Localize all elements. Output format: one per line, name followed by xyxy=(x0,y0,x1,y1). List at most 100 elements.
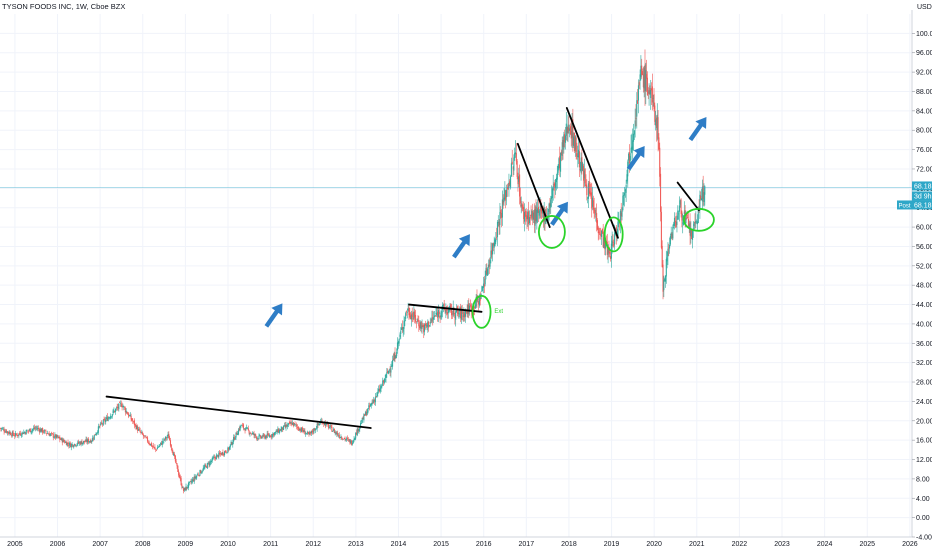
candle-body xyxy=(464,309,467,317)
post-value: 68.18 xyxy=(914,202,932,209)
candle-body xyxy=(295,424,297,426)
candle-body xyxy=(45,430,47,433)
candle-body xyxy=(518,176,520,182)
candle-body xyxy=(139,430,141,433)
candle-body xyxy=(237,433,239,436)
candle-body xyxy=(499,212,501,226)
candle-body xyxy=(677,210,679,220)
candle-body xyxy=(454,315,456,319)
candle-body xyxy=(225,451,227,453)
candle-body xyxy=(443,303,445,310)
candle-body xyxy=(460,306,462,319)
candle-body xyxy=(282,427,284,430)
candle-body xyxy=(363,414,365,421)
candle-body xyxy=(311,430,313,433)
candle-body xyxy=(145,436,147,438)
candle-body xyxy=(101,422,103,424)
candle-body xyxy=(604,236,606,250)
candle-body xyxy=(380,386,382,389)
x-tick-label: 2024 xyxy=(817,541,833,548)
candle-body xyxy=(40,428,42,432)
candle-body xyxy=(620,212,622,217)
candle-body xyxy=(96,432,98,435)
candle-body xyxy=(199,470,201,476)
arrow-head xyxy=(271,303,283,316)
candle-body xyxy=(314,428,316,431)
candle-body xyxy=(151,446,153,447)
candle-body xyxy=(13,435,15,436)
candle-body xyxy=(260,436,262,439)
candle-body xyxy=(243,428,245,430)
candle-body xyxy=(206,463,208,469)
candle-body xyxy=(305,433,307,435)
candle-body xyxy=(394,352,396,360)
candle-body xyxy=(704,186,706,195)
candle-body xyxy=(66,442,68,446)
candle-body xyxy=(329,425,331,427)
candle-body xyxy=(637,85,639,101)
candle-body xyxy=(696,221,698,223)
candle-body xyxy=(135,424,137,430)
candle-body xyxy=(660,211,662,248)
y-tick-label: 12.00 xyxy=(916,457,932,464)
candle-body xyxy=(469,305,471,312)
candle-body xyxy=(368,405,370,408)
candle-body xyxy=(387,370,389,373)
candle-body xyxy=(26,430,28,432)
candle-body xyxy=(281,426,283,430)
candle-body xyxy=(575,137,577,152)
candle-body xyxy=(528,217,530,224)
y-tick-label: 72.00 xyxy=(916,166,932,173)
candle-body xyxy=(535,206,537,221)
candle-body xyxy=(527,212,529,220)
candle-body xyxy=(185,486,187,491)
candle-body xyxy=(519,197,521,204)
candle-body xyxy=(594,209,596,214)
candle-body xyxy=(30,431,32,433)
candle-body xyxy=(271,434,273,438)
candle-body xyxy=(514,152,516,159)
candle-body xyxy=(648,90,650,95)
candle-body xyxy=(405,313,407,319)
candle-body xyxy=(118,403,120,410)
x-tick-label: 2026 xyxy=(902,541,918,548)
candle-body xyxy=(123,405,125,408)
highlight-circle xyxy=(603,216,624,253)
candle-body xyxy=(362,417,364,420)
candle-body xyxy=(155,448,157,450)
y-tick-label: 16.00 xyxy=(916,438,932,445)
candle-body xyxy=(470,304,472,312)
candle-body xyxy=(552,186,554,191)
candle-body xyxy=(662,264,664,292)
candle-body xyxy=(22,432,24,435)
candle-body xyxy=(360,423,362,424)
candle-body xyxy=(444,309,446,312)
candle-body xyxy=(663,280,665,291)
candle-body xyxy=(112,410,114,414)
candle-body xyxy=(403,320,405,329)
candle-body xyxy=(683,211,685,214)
candle-body xyxy=(423,325,425,333)
candle-body xyxy=(16,434,18,436)
candle-body xyxy=(675,221,677,227)
candle-body xyxy=(335,432,337,434)
candle-body xyxy=(336,432,338,435)
candle-body xyxy=(700,198,703,201)
candle-body xyxy=(15,433,17,436)
candle-body xyxy=(360,422,362,428)
candle-body xyxy=(342,439,344,440)
y-tick-label: 96.00 xyxy=(916,50,932,57)
candle-body xyxy=(494,239,496,246)
candle-body xyxy=(517,176,519,185)
candle-body xyxy=(147,442,149,444)
candle-body xyxy=(571,122,573,138)
candle-body xyxy=(276,430,278,433)
candle-body xyxy=(633,130,635,135)
candle-body xyxy=(202,468,204,471)
candle-body xyxy=(252,433,254,434)
candle-body xyxy=(149,444,151,445)
candle-body xyxy=(74,444,76,446)
candle-body xyxy=(533,210,535,224)
candle-body xyxy=(245,427,247,431)
